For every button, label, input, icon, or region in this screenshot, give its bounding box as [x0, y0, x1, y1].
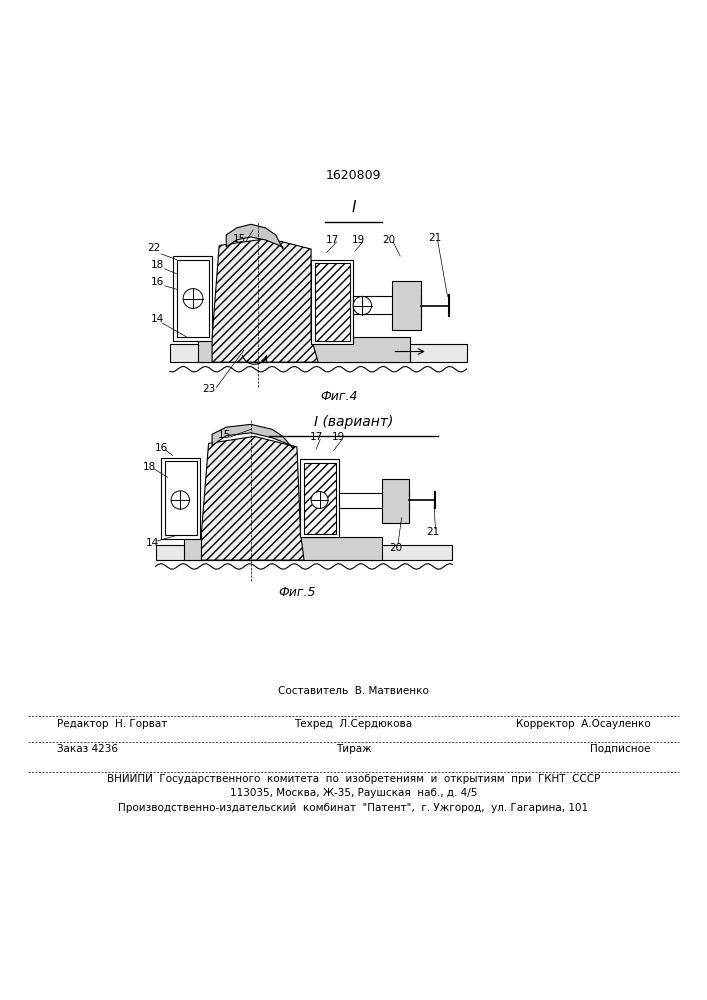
Bar	[184, 537, 382, 560]
Text: Фиг.4: Фиг.4	[320, 390, 358, 403]
Text: 18: 18	[151, 260, 164, 270]
Text: Техред  Л.Сердюкова: Техред Л.Сердюкова	[294, 719, 413, 729]
Bar	[339, 493, 396, 508]
Bar	[173, 256, 212, 341]
Text: 21: 21	[428, 233, 441, 243]
Circle shape	[311, 492, 328, 508]
Text: 23: 23	[203, 384, 216, 394]
Text: 21: 21	[426, 527, 439, 537]
Text: Редактор  Н. Горват: Редактор Н. Горват	[57, 719, 167, 729]
Text: 19: 19	[352, 235, 365, 245]
Bar	[198, 337, 410, 362]
Text: 20: 20	[390, 543, 402, 553]
Polygon shape	[212, 424, 293, 449]
Text: 16: 16	[151, 277, 164, 287]
Circle shape	[171, 491, 189, 509]
Text: 14: 14	[151, 314, 164, 324]
Text: 17: 17	[326, 235, 339, 245]
Circle shape	[183, 289, 203, 308]
Bar	[354, 296, 417, 314]
Text: 15: 15	[233, 234, 245, 244]
Text: Подписное: Подписное	[590, 744, 650, 754]
Bar	[311, 260, 354, 344]
Text: Корректор  А.Осауленко: Корректор А.Осауленко	[515, 719, 650, 729]
Text: Заказ 4236: Заказ 4236	[57, 744, 117, 754]
Text: 113035, Москва, Ж-35, Раушская  наб., д. 4/5: 113035, Москва, Ж-35, Раушская наб., д. …	[230, 788, 477, 798]
Text: 22: 22	[148, 243, 160, 253]
Text: I: I	[351, 200, 356, 215]
Text: I (вариант): I (вариант)	[314, 415, 393, 429]
Polygon shape	[226, 224, 283, 249]
Text: Фиг.5: Фиг.5	[278, 586, 316, 599]
Text: 16: 16	[155, 443, 168, 453]
Bar	[161, 458, 200, 539]
Text: 20: 20	[382, 235, 395, 245]
Bar	[156, 545, 452, 560]
Circle shape	[353, 296, 371, 315]
Text: 17: 17	[310, 432, 322, 442]
Bar	[170, 344, 467, 362]
Text: 14: 14	[146, 538, 158, 548]
Text: Составитель  В. Матвиенко: Составитель В. Матвиенко	[278, 686, 429, 696]
Text: 18: 18	[144, 462, 156, 472]
Text: Производственно-издательский  комбинат  "Патент",  г. Ужгород,  ул. Гагарина, 10: Производственно-издательский комбинат "П…	[119, 803, 588, 813]
Bar	[304, 463, 336, 534]
Polygon shape	[201, 436, 304, 560]
Text: ВНИИПИ  Государственного  комитета  по  изобретениям  и  открытиям  при  ГКНТ  С: ВНИИПИ Государственного комитета по изоб…	[107, 774, 600, 784]
Bar	[165, 461, 197, 535]
Bar	[177, 260, 209, 337]
Bar	[315, 263, 350, 341]
Bar	[392, 281, 421, 330]
Polygon shape	[212, 238, 318, 362]
Bar	[300, 459, 339, 537]
Text: 15: 15	[218, 430, 231, 440]
Text: Тираж: Тираж	[336, 744, 371, 754]
Bar	[382, 479, 409, 523]
Text: 19: 19	[332, 432, 344, 442]
Text: 1620809: 1620809	[326, 169, 381, 182]
